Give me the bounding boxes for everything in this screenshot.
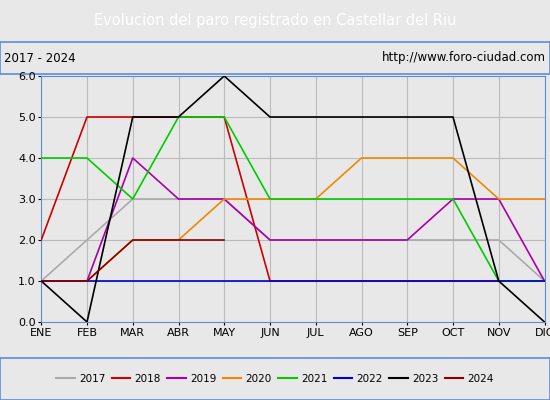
Text: 2017 - 2024: 2017 - 2024	[4, 52, 76, 64]
Text: http://www.foro-ciudad.com: http://www.foro-ciudad.com	[382, 52, 546, 64]
Legend: 2017, 2018, 2019, 2020, 2021, 2022, 2023, 2024: 2017, 2018, 2019, 2020, 2021, 2022, 2023…	[52, 370, 498, 388]
Text: Evolucion del paro registrado en Castellar del Riu: Evolucion del paro registrado en Castell…	[94, 14, 456, 28]
